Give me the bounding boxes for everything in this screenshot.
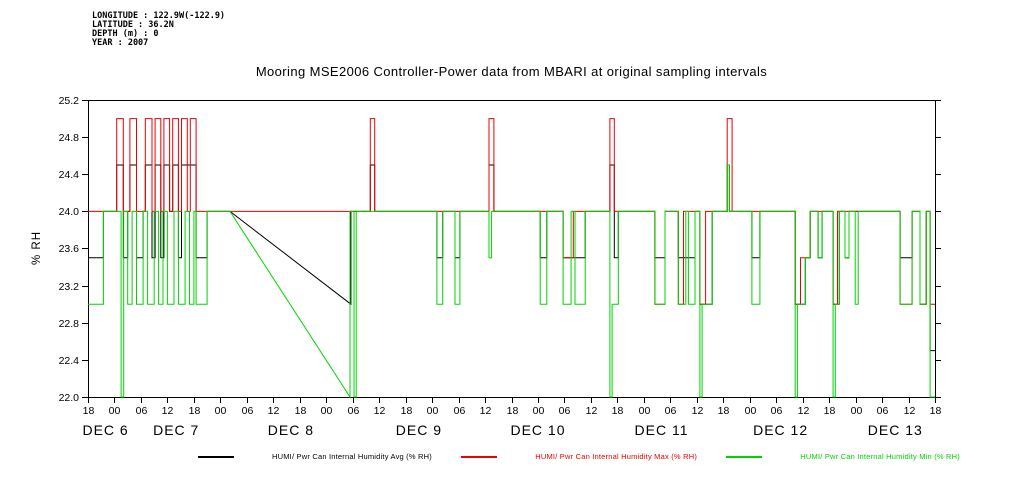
x-date-label: DEC 11 — [635, 422, 689, 438]
x-tick-label: 12 — [904, 405, 916, 417]
x-tick-label: 06 — [877, 405, 889, 417]
x-tick-label: 18 — [295, 405, 307, 417]
x-tick-label: 12 — [586, 405, 598, 417]
x-tick-label: 12 — [162, 405, 174, 417]
y-tick-label: 24.4 — [59, 169, 80, 181]
x-tick-label: 00 — [533, 405, 545, 417]
y-tick-label: 23.6 — [59, 243, 80, 255]
x-date-label: DEC 9 — [396, 422, 442, 438]
x-tick-label: 00 — [851, 405, 863, 417]
x-tick-label: 06 — [771, 405, 783, 417]
series-line-min — [88, 164, 935, 399]
x-tick-label: 06 — [454, 405, 466, 417]
x-tick-label: 00 — [639, 405, 651, 417]
x-tick-label: 18 — [930, 405, 942, 417]
legend-line-avg-icon — [198, 455, 234, 458]
x-date-label: DEC 7 — [153, 422, 199, 438]
legend: HUMI/ Pwr Can Internal Humidity Avg (% R… — [198, 452, 960, 461]
x-tick-label: 12 — [374, 405, 386, 417]
station-latitude: LATITUDE : 36.2N — [92, 20, 174, 30]
x-date-label: DEC 12 — [753, 422, 808, 438]
x-tick-label: 06 — [348, 405, 360, 417]
x-date-label: DEC 8 — [268, 422, 314, 438]
x-tick-label: 06 — [665, 405, 677, 417]
legend-item-min: HUMI/ Pwr Can Internal Humidity Min (% R… — [726, 452, 960, 461]
legend-label-avg: HUMI/ Pwr Can Internal Humidity Avg (% R… — [272, 452, 432, 461]
station-depth: DEPTH (m) : 0 — [92, 29, 159, 39]
y-tick-label: 25.2 — [59, 95, 80, 107]
x-tick-label: 06 — [136, 405, 148, 417]
x-tick-label: 00 — [215, 405, 227, 417]
x-tick-label: 00 — [745, 405, 757, 417]
legend-item-max: HUMI/ Pwr Can Internal Humidity Max (% R… — [461, 452, 697, 461]
x-tick-label: 18 — [189, 405, 201, 417]
x-tick-label: 18 — [507, 405, 519, 417]
x-tick-label: 18 — [718, 405, 730, 417]
x-tick-label: 18 — [401, 405, 413, 417]
x-tick-label: 06 — [242, 405, 254, 417]
y-tick-label: 24.0 — [59, 206, 80, 218]
legend-item-avg: HUMI/ Pwr Can Internal Humidity Avg (% R… — [198, 452, 432, 461]
station-year: YEAR : 2007 — [92, 38, 149, 48]
y-tick-label: 22.0 — [59, 392, 80, 404]
legend-line-max-icon — [461, 455, 498, 458]
x-date-label: DEC 13 — [868, 422, 923, 438]
station-longitude: LONGITUDE : 122.9W(-122.9) — [92, 11, 226, 21]
chart-title: Mooring MSE2006 Controller-Power data fr… — [255, 64, 768, 79]
y-tick-label: 24.8 — [59, 132, 80, 144]
y-tick-label: 23.2 — [59, 281, 80, 293]
legend-label-max: HUMI/ Pwr Can Internal Humidity Max (% R… — [535, 452, 698, 461]
x-tick-label: 00 — [427, 405, 439, 417]
plot-frame — [88, 100, 936, 398]
x-tick-label: 12 — [692, 405, 704, 417]
legend-label-min: HUMI/ Pwr Can Internal Humidity Min (% R… — [800, 452, 960, 461]
station-info: LONGITUDE : 122.9W(-122.9) LATITUDE : 36… — [92, 12, 225, 48]
x-date-label: DEC 6 — [82, 422, 128, 438]
x-tick-label: 18 — [612, 405, 624, 417]
x-tick-label: 00 — [321, 405, 333, 417]
x-tick-label: 18 — [824, 405, 836, 417]
y-tick-label: 22.4 — [59, 355, 80, 367]
x-tick-label: 12 — [480, 405, 492, 417]
x-date-label: DEC 10 — [510, 422, 565, 438]
x-tick-label: 12 — [798, 405, 810, 417]
x-tick-label: 18 — [83, 405, 95, 417]
x-tick-label: 06 — [559, 405, 571, 417]
y-tick-label: 22.8 — [59, 318, 80, 330]
x-tick-label: 00 — [109, 405, 121, 417]
legend-line-min-icon — [726, 455, 763, 458]
axes — [82, 100, 941, 403]
x-tick-label: 12 — [268, 405, 280, 417]
